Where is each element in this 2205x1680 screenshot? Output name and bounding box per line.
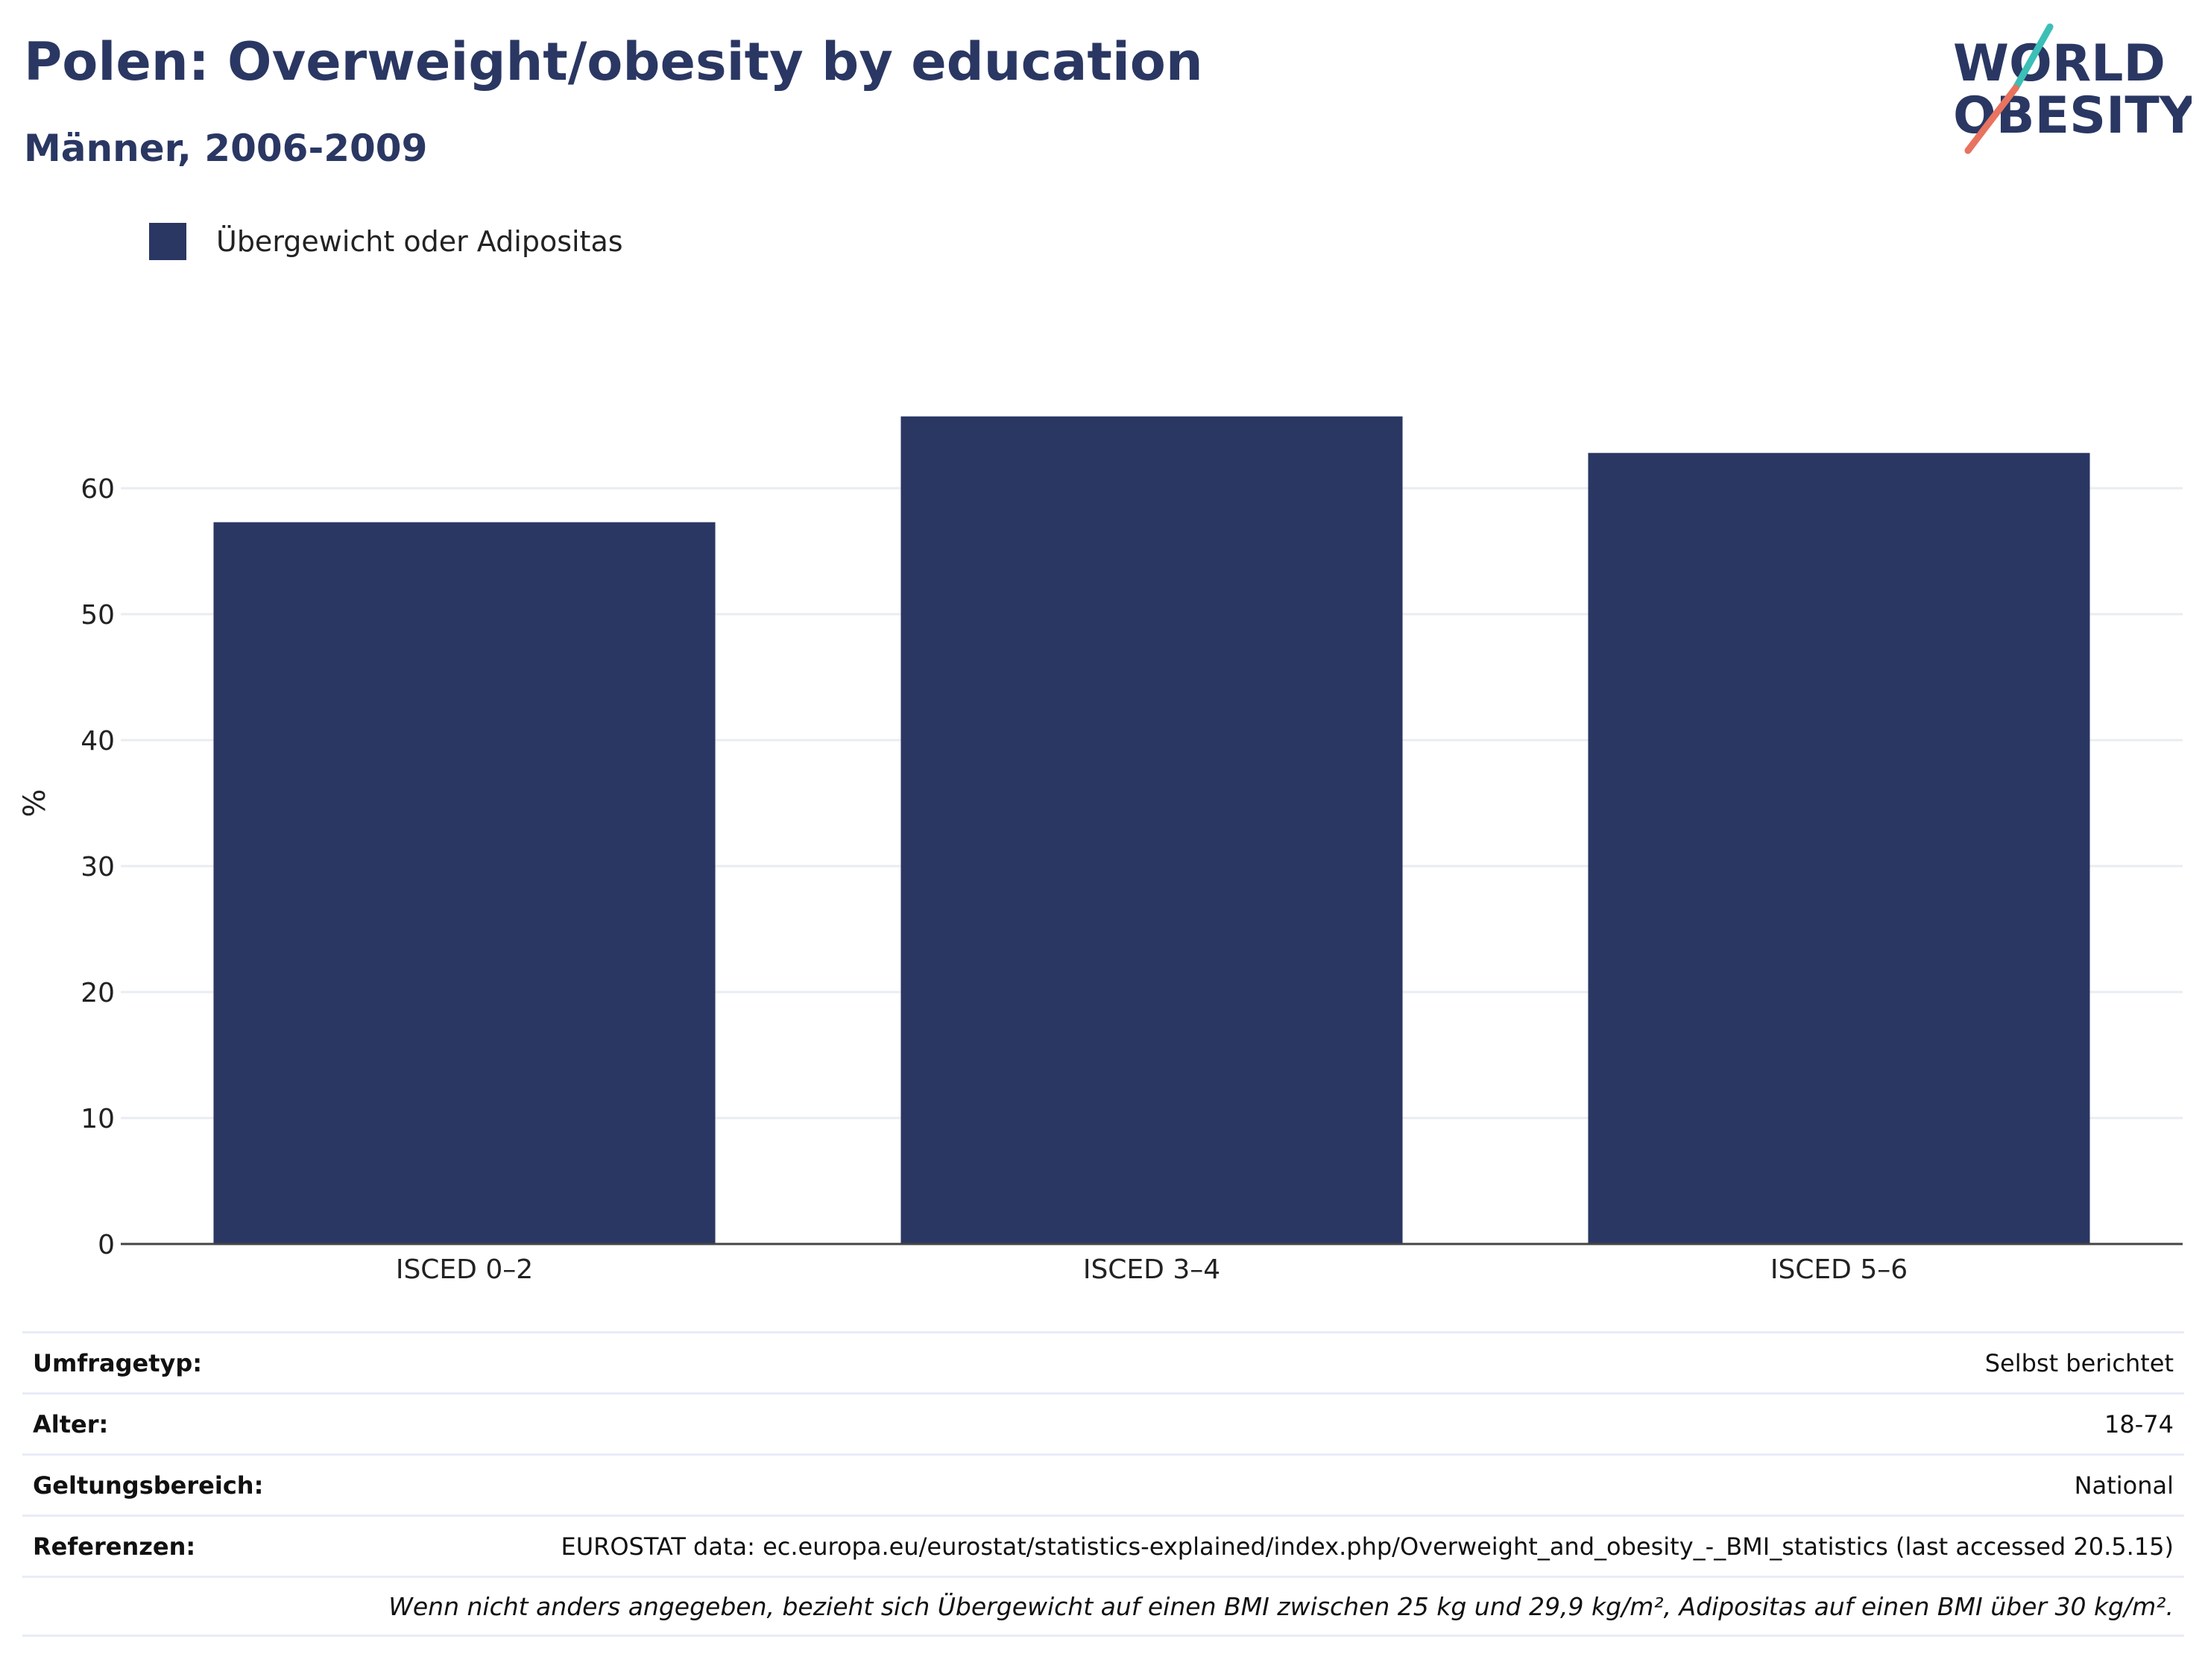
info-value: 18-74 [2104,1409,2174,1439]
y-tick-label: 40 [81,726,115,757]
y-tick-label: 10 [81,1104,115,1134]
info-key: Geltungsbereich: [33,1471,264,1500]
y-tick-label: 0 [98,1230,115,1260]
logo-word-world: WORLD [1953,34,2165,93]
legend-swatch [149,223,186,260]
y-tick-label: 60 [81,474,115,505]
info-key: Referenzen: [33,1532,196,1561]
info-row-coverage: Geltungsbereich: National [22,1453,2184,1515]
bar [213,522,716,1244]
info-key: Alter: [33,1409,109,1439]
bar-chart: 0 10 20 30 40 50 60 ISCED 0–2 ISCED 3–4 ISCED 5–… [18,416,2183,1285]
info-value: National [2074,1471,2174,1500]
legend-label: Übergewicht oder Adipositas [216,225,623,258]
world-obesity-logo: WORLD OBESITY [1953,23,2192,154]
y-axis-label: % [18,789,52,817]
chart-title: Polen: Overweight/obesity by education [24,31,1203,92]
chart-subtitle: Männer, 2006-2009 [24,127,428,170]
x-tick-label: ISCED 3–4 [1083,1254,1220,1285]
bar [900,416,1403,1245]
y-tick-label: 30 [81,852,115,882]
y-tick-labels: 0 10 20 30 40 50 60 [81,474,115,1260]
bar [1588,452,2090,1245]
info-row-survey-type: Umfragetyp: Selbst berichtet [22,1331,2184,1392]
info-row-references: Referenzen: EUROSTAT data: ec.europa.eu/… [22,1515,2184,1576]
x-tick-labels: ISCED 0–2 ISCED 3–4 ISCED 5–6 [396,1254,1908,1285]
y-tick-label: 50 [81,600,115,631]
info-value[interactable]: EUROSTAT data: ec.europa.eu/eurostat/sta… [561,1532,2174,1561]
footnote: Wenn nicht anders angegeben, bezieht sic… [388,1591,2174,1621]
legend[interactable]: Übergewicht oder Adipositas [149,222,623,261]
logo-slash-coral [1964,84,2019,154]
bars [213,416,2090,1245]
x-tick-label: ISCED 0–2 [396,1254,533,1285]
logo-slash-teal [2012,23,2054,92]
info-value: Selbst berichtet [1984,1348,2174,1377]
info-key: Umfragetyp: [33,1348,203,1377]
info-row-footnote: Wenn nicht anders angegeben, bezieht sic… [22,1576,2184,1637]
info-table: Umfragetyp: Selbst berichtet Alter: 18-7… [22,1331,2184,1637]
x-tick-label: ISCED 5–6 [1770,1254,1908,1285]
y-tick-label: 20 [81,978,115,1008]
info-row-age: Alter: 18-74 [22,1392,2184,1453]
